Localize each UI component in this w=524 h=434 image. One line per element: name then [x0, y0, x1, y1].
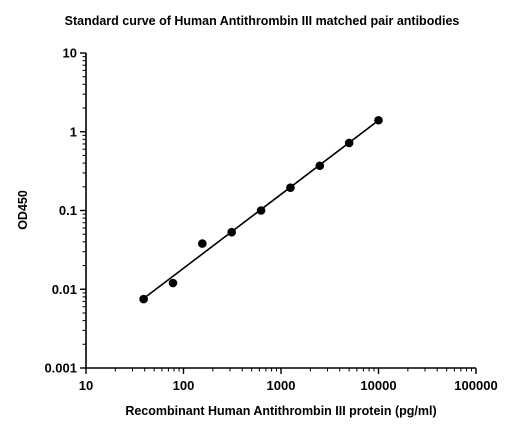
data-point: [227, 227, 236, 237]
x-tick-label: 1000: [267, 378, 296, 393]
data-point: [374, 115, 383, 125]
ticks: 0.001 0.01 0.1 1 10 10 100 1000 10000 100000: [44, 46, 497, 394]
data-point: [315, 161, 325, 171]
x-tick-label: 100: [173, 378, 195, 393]
chart-title: Standard curve of Human Antithrombin III…: [65, 14, 460, 28]
y-tick-label: 0.001: [44, 361, 77, 376]
data-point: [139, 294, 148, 304]
data-point: [286, 183, 295, 192]
data-point: [256, 206, 266, 215]
x-tick-label: 10000: [360, 378, 396, 393]
x-tick-label: 10: [79, 378, 93, 393]
data-point: [198, 239, 207, 248]
x-tick-label: 100000: [454, 378, 497, 393]
y-axis-label: OD450: [16, 190, 30, 230]
axes: [85, 53, 476, 369]
y-tick-label: 0.01: [52, 282, 77, 297]
y-tick-label: 1: [70, 124, 77, 139]
data-points: [139, 115, 383, 304]
data-point: [168, 278, 178, 288]
data-point: [344, 138, 354, 148]
y-tick-label: 10: [63, 46, 77, 61]
y-tick-label: 0.1: [59, 203, 77, 218]
x-axis-label: Recombinant Human Antithrombin III prote…: [125, 404, 436, 418]
